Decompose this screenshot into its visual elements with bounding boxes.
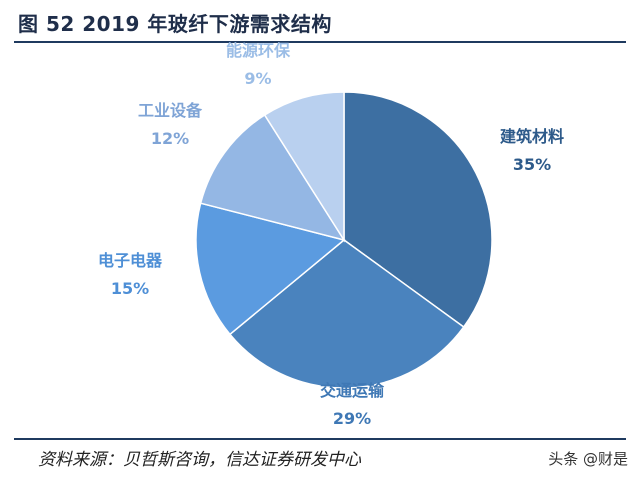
slice-value-label: 15% [111,279,149,298]
pie-slice-2 [228,239,465,389]
slice-value-label: 35% [513,155,551,174]
chart-title: 图 52 2019 年玻纤下游需求结构 [18,12,332,36]
footer-divider [14,438,626,440]
pie-slice-3 [195,202,346,336]
slice-category-label: 能源环保 [226,41,291,60]
slice-category-label: 交通运输 [320,381,385,400]
pie-slice-1 [343,91,493,329]
watermark: 头条 @财是 [548,450,628,468]
slice-value-label: 9% [244,69,271,88]
slice-category-label: 电子电器 [98,251,163,270]
source-note: 资料来源：贝哲斯咨询，信达证券研发中心 [38,450,361,470]
slice-value-label: 29% [333,409,371,428]
pie-slice-5 [263,91,345,243]
pie-slice-4 [199,114,346,242]
slice-category-label: 建筑材料 [500,127,564,146]
title-divider [14,41,626,43]
slice-value-label: 12% [151,129,189,148]
slice-category-label: 工业设备 [138,101,203,120]
